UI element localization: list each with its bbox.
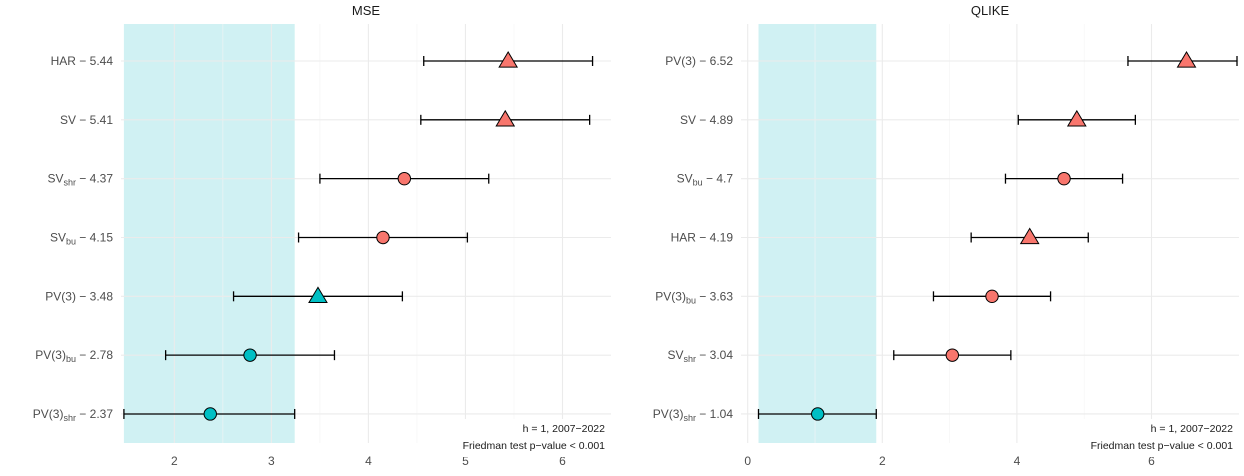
x-tick-label: 4 [1014, 454, 1021, 468]
y-tick-label: HAR − 5.44 [51, 54, 114, 68]
panel-mse: 2 3 4 5 6 MSE h = 1, 2007−2022 Friedman test p−… [33, 3, 611, 468]
data-point-triangle [498, 51, 519, 68]
panel-title: QLIKE [971, 3, 1010, 18]
y-tick-label: PV(3) − 6.52 [665, 54, 733, 68]
annotation-text: Friedman test p−value < 0.001 [1091, 440, 1234, 452]
panel-qlike: 0 2 4 6 QLIKE h = 1, 2007−2022 Friedman test p… [653, 3, 1239, 468]
x-tick-label: 3 [268, 454, 275, 468]
data-point-triangle [495, 109, 516, 127]
shaded-interval [758, 24, 877, 443]
data-point-triangle [1066, 109, 1087, 127]
data-point-circle [243, 348, 257, 362]
y-tick-label: SVshr − 4.37 [47, 172, 113, 188]
data-point-triangle [308, 286, 328, 303]
y-tick-label: PV(3)shr − 2.37 [33, 407, 114, 423]
y-tick-label: SVbu − 4.15 [50, 230, 113, 246]
data-point-circle [985, 289, 999, 304]
data-point-triangle [1019, 227, 1040, 245]
annotation-background [431, 419, 611, 457]
y-tick-label: PV(3) − 3.48 [45, 289, 113, 303]
y-tick-label: SVbu − 4.7 [677, 172, 734, 188]
data-point-circle [203, 407, 217, 421]
x-tick-label: 5 [462, 454, 469, 468]
data-point-circle [376, 230, 390, 245]
shaded-interval [123, 24, 295, 443]
y-tick-label: PV(3)bu − 2.78 [35, 348, 113, 364]
data-point-circle [945, 348, 960, 362]
y-tick-label: SVshr − 3.04 [667, 348, 733, 364]
x-tick-label: 6 [1148, 454, 1155, 468]
y-tick-label: PV(3)bu − 3.63 [655, 289, 733, 305]
data-point-circle [397, 171, 412, 186]
x-tick-label: 0 [744, 454, 751, 468]
y-tick-label: SV − 5.41 [60, 113, 113, 127]
data-point-triangle [1176, 51, 1197, 68]
y-tick-label: HAR − 4.19 [671, 230, 734, 244]
x-tick-label: 2 [879, 454, 886, 468]
y-tick-label: PV(3)shr − 1.04 [653, 407, 734, 423]
panel-title: MSE [352, 3, 381, 18]
annotation-text: Friedman test p−value < 0.001 [463, 440, 606, 452]
annotation-text: h = 1, 2007−2022 [523, 423, 605, 435]
data-point-circle [1057, 171, 1071, 186]
annotation-background [1059, 419, 1239, 457]
x-tick-label: 2 [171, 454, 178, 468]
data-point-circle [811, 407, 825, 421]
x-tick-label: 6 [559, 454, 566, 468]
x-tick-label: 4 [365, 454, 372, 468]
annotation-text: h = 1, 2007−2022 [1151, 423, 1233, 435]
y-tick-label: SV − 4.89 [680, 113, 733, 127]
